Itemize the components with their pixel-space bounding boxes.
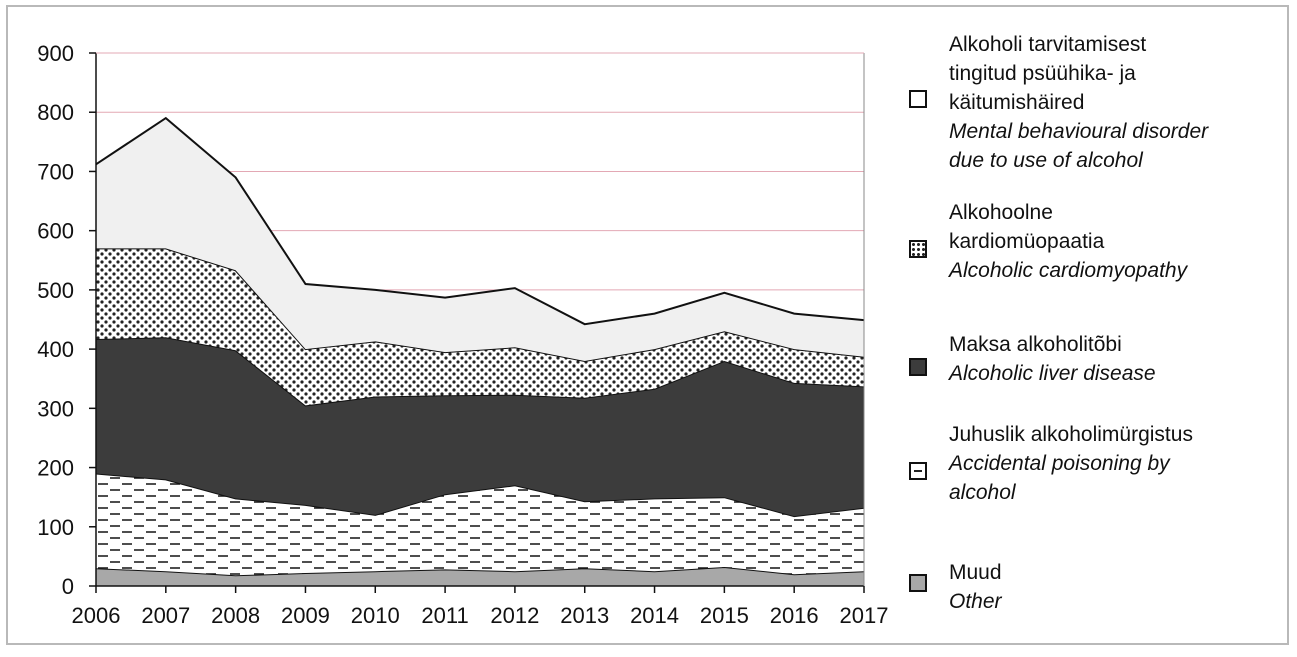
x-tick-label: 2017 bbox=[840, 603, 889, 628]
y-tick-label: 500 bbox=[37, 278, 74, 303]
legend-label-line: Maksa alkoholitõbi bbox=[949, 333, 1122, 356]
x-tick-label: 2008 bbox=[211, 603, 260, 628]
y-tick-label: 200 bbox=[37, 456, 74, 481]
legend-swatch-other bbox=[909, 574, 927, 592]
area-cardiomyopathy bbox=[96, 248, 864, 406]
legend-label-line: Muud bbox=[949, 561, 1002, 584]
x-tick-label: 2006 bbox=[72, 603, 121, 628]
y-tick-label: 900 bbox=[37, 41, 74, 66]
axes: 0 100 200 300 400 500 600 700 800 900 2006 2007 2008… bbox=[37, 41, 888, 628]
legend-label-line-en: due to use of alcohol bbox=[949, 149, 1143, 172]
y-tick-label: 100 bbox=[37, 515, 74, 540]
legend-label-line: Alkoholi tarvitamisest bbox=[949, 33, 1147, 56]
x-tick-label: 2007 bbox=[141, 603, 190, 628]
x-tick-label: 2009 bbox=[281, 603, 330, 628]
legend-swatch-poisoning bbox=[909, 462, 927, 480]
legend-label-cardiomyopathy: Alkohoolne kardiomüopaatia Alcoholic cardi… bbox=[949, 198, 1187, 285]
legend-label-line-en: Accidental poisoning by bbox=[949, 452, 1170, 475]
legend-swatch-liver bbox=[909, 358, 927, 376]
legend-label-line: Juhuslik alkoholimürgistus bbox=[949, 423, 1193, 446]
y-tick-label: 300 bbox=[37, 396, 74, 421]
stacked-area-chart: 0 100 200 300 400 500 600 700 800 900 2006 2007 2008… bbox=[37, 41, 888, 628]
x-tick-label: 2010 bbox=[351, 603, 400, 628]
area-mental bbox=[96, 118, 864, 361]
y-tick-label: 0 bbox=[62, 574, 74, 599]
series-line-cardiomyopathy bbox=[96, 247, 865, 363]
legend-label-line-en: Alcoholic cardiomyopathy bbox=[949, 259, 1188, 282]
legend-swatch-cardiomyopathy bbox=[909, 240, 927, 258]
area-other bbox=[96, 567, 864, 586]
x-tick-label: 2014 bbox=[630, 603, 679, 628]
legend-label-mental: Alkoholi tarvitamisest tingitud psüühika-… bbox=[949, 30, 1208, 175]
legend-label-line: käitumishäired bbox=[949, 91, 1085, 114]
legend-label-line-en: alcohol bbox=[949, 481, 1016, 504]
legend-label-line-en: Alcoholic liver disease bbox=[949, 362, 1156, 385]
x-tick-label: 2012 bbox=[490, 603, 539, 628]
x-tick-label: 2013 bbox=[560, 603, 609, 628]
legend-label-liver: Maksa alkoholitõbi Alcoholic liver diseas… bbox=[949, 330, 1156, 388]
x-tick-label: 2016 bbox=[770, 603, 819, 628]
legend-label-line-en: Other bbox=[949, 590, 1002, 613]
y-tick-label: 600 bbox=[37, 219, 74, 244]
x-tick-label: 2015 bbox=[700, 603, 749, 628]
legend-label-line: kardiomüopaatia bbox=[949, 230, 1105, 253]
legend-label-line: tingitud psüühika- ja bbox=[949, 62, 1136, 85]
legend-label-other: Muud Other bbox=[949, 558, 1002, 616]
y-tick-label: 400 bbox=[37, 337, 74, 362]
series-line-mental bbox=[95, 116, 865, 326]
legend-label-line: Alkohoolne bbox=[949, 201, 1053, 224]
area-series-group bbox=[95, 116, 865, 586]
y-tick-label: 800 bbox=[37, 100, 74, 125]
legend-swatch-mental bbox=[909, 90, 927, 108]
x-tick-label: 2011 bbox=[421, 603, 468, 628]
legend-label-poisoning: Juhuslik alkoholimürgistus Accidental poi… bbox=[949, 420, 1193, 507]
y-tick-label: 700 bbox=[37, 159, 74, 184]
legend-label-line-en: Mental behavioural disorder bbox=[949, 120, 1209, 143]
